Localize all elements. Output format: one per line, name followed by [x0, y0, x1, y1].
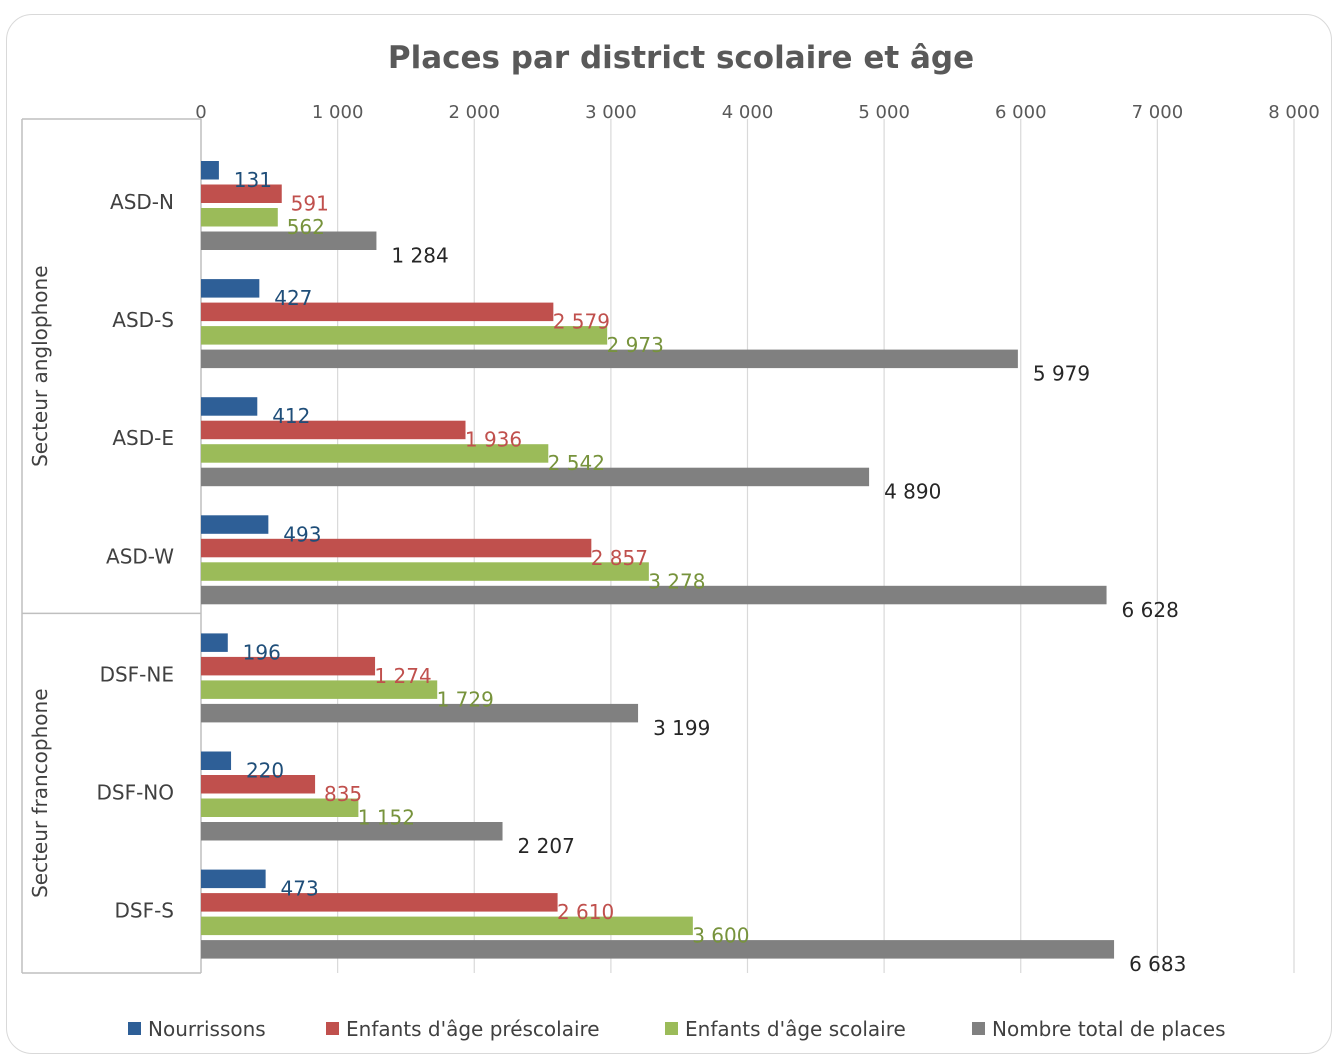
bar — [201, 893, 558, 912]
bar — [201, 656, 376, 676]
group-label: Secteur francophone — [28, 688, 52, 897]
data-label: 6 628 — [1122, 598, 1179, 622]
data-label: 1 284 — [391, 244, 448, 268]
data-label: 591 — [291, 192, 329, 216]
legend-label: Nourrissons — [148, 1017, 266, 1041]
x-tick-label: 2 000 — [448, 102, 500, 123]
bar — [201, 680, 438, 699]
data-label: 1 729 — [437, 687, 494, 711]
legend-swatch — [128, 1022, 141, 1035]
x-tick-label: 8 000 — [1268, 102, 1320, 123]
legend-label: Nombre total de places — [992, 1017, 1226, 1041]
data-label: 427 — [274, 286, 312, 310]
bar — [201, 822, 503, 841]
bar — [201, 798, 359, 817]
category-label: DSF-NO — [96, 781, 174, 805]
bar — [201, 279, 260, 298]
bar — [201, 869, 266, 889]
bar — [201, 703, 639, 723]
data-label: 2 542 — [548, 451, 605, 475]
category-label: ASD-S — [112, 308, 174, 332]
legend-swatch — [972, 1022, 985, 1035]
bar — [201, 467, 870, 487]
bar — [201, 349, 1018, 369]
x-tick-label: 4 000 — [722, 102, 774, 123]
bar — [201, 515, 269, 534]
data-label: 412 — [272, 404, 310, 428]
data-label: 835 — [324, 782, 362, 806]
data-label: 5 979 — [1033, 362, 1090, 386]
legend-swatch — [326, 1022, 339, 1035]
bar — [201, 633, 228, 652]
data-label: 131 — [234, 168, 272, 192]
data-label: 2 207 — [518, 834, 575, 858]
chart-title: Places par district scolaire et âge — [388, 40, 974, 76]
bar — [201, 184, 282, 203]
bar — [201, 538, 592, 558]
data-label: 2 973 — [607, 333, 664, 357]
group-label: Secteur anglophone — [28, 265, 52, 466]
category-label: DSF-S — [114, 899, 174, 923]
bar — [201, 397, 258, 416]
x-tick-label: 7 000 — [1132, 102, 1184, 123]
category-label: DSF-NE — [100, 662, 174, 686]
category-label: ASD-W — [106, 544, 174, 568]
data-label: 4 890 — [884, 480, 941, 504]
x-tick-label: 1 000 — [312, 102, 364, 123]
data-label: 3 600 — [692, 924, 749, 948]
bar — [201, 775, 316, 794]
bar — [201, 444, 549, 463]
bar — [201, 161, 219, 180]
bar — [201, 231, 377, 250]
data-label: 196 — [243, 640, 281, 664]
bar — [201, 751, 232, 770]
category-label: ASD-E — [112, 426, 174, 450]
data-label: 473 — [281, 877, 319, 901]
bar — [201, 420, 466, 440]
bar — [201, 326, 608, 345]
bar — [201, 562, 649, 581]
x-tick-label: 6 000 — [995, 102, 1047, 123]
x-tick-label: 0 — [195, 102, 206, 123]
data-label: 3 278 — [648, 569, 705, 593]
data-label: 562 — [287, 215, 325, 239]
x-tick-label: 5 000 — [858, 102, 910, 123]
bar — [201, 208, 278, 227]
data-label: 493 — [283, 522, 321, 546]
legend-label: Enfants d'âge scolaire — [685, 1017, 906, 1041]
category-label: ASD-N — [110, 190, 174, 214]
x-tick-label: 3 000 — [585, 102, 637, 123]
bar — [201, 916, 693, 936]
data-label: 1 936 — [465, 428, 522, 452]
data-label: 3 199 — [653, 716, 710, 740]
data-label: 2 610 — [557, 900, 614, 924]
bar — [201, 302, 554, 322]
bar — [201, 940, 1115, 959]
data-label: 2 579 — [553, 310, 610, 334]
data-label: 6 683 — [1129, 952, 1186, 976]
data-label: 1 152 — [358, 806, 415, 830]
bar — [201, 585, 1107, 605]
legend-label: Enfants d'âge préscolaire — [346, 1017, 600, 1041]
data-label: 220 — [246, 759, 284, 783]
data-label: 1 274 — [374, 664, 431, 688]
legend-swatch — [665, 1022, 678, 1035]
data-label: 2 857 — [591, 546, 648, 570]
